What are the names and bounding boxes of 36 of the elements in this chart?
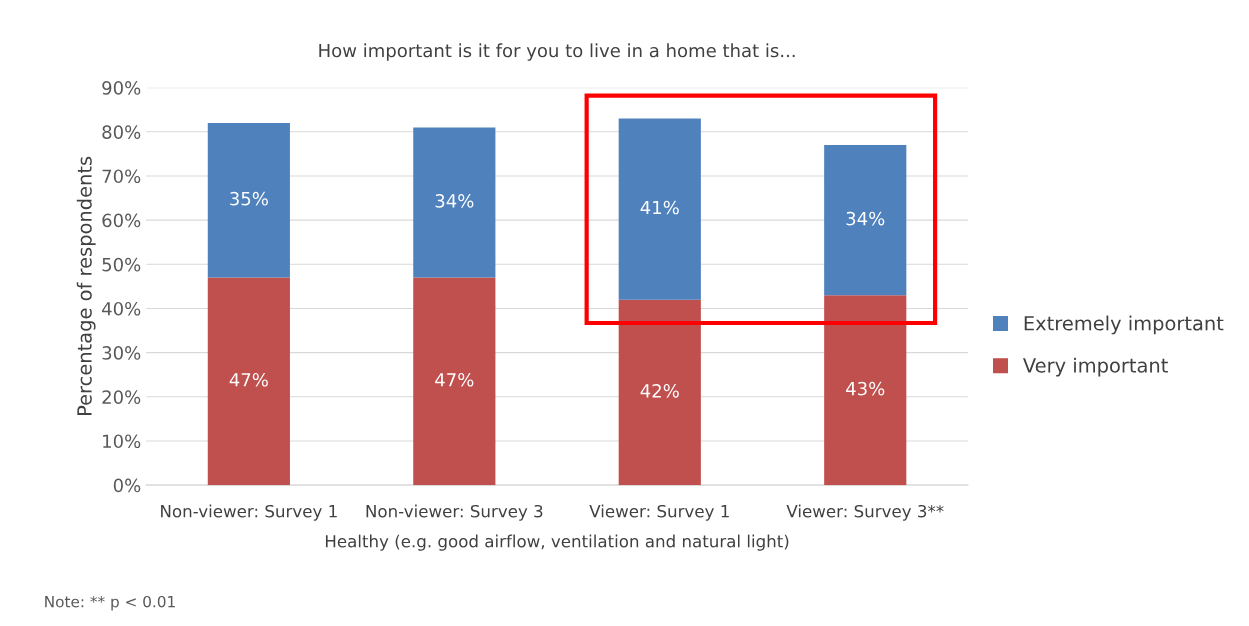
bar [207,122,290,278]
data-label: 47% [229,372,268,387]
y-tick-label: 60% [102,213,141,228]
bar [207,277,290,486]
bar [413,277,496,486]
y-axis-title: Percentage of respondents [76,156,96,416]
bar [413,127,496,278]
x-tick-label: Viewer: Survey 3** [786,504,944,521]
x-axis-title: Healthy (e.g. good airflow, ventilation and natural light) [325,534,789,551]
bar [824,145,907,296]
bar [824,295,907,486]
data-label: 47% [435,372,474,387]
data-label: 35% [230,191,268,206]
chart-title: How important is it for you to live in a home that is... [319,43,795,61]
y-tick-label: 20% [102,390,141,404]
y-tick-label: 30% [102,346,141,360]
text: Note: ** p < 0.01 [45,595,175,611]
data-label: 34% [846,211,885,226]
legend-label: Very important [1023,357,1168,377]
legend-label: Extremely important [1024,315,1224,335]
x-tick-label: Non-viewer: Survey 1 [161,504,337,521]
y-tick-label: 90% [102,81,141,95]
y-tick-label: 0% [113,478,141,493]
x-tick-label: Viewer: Survey 1 [589,504,729,521]
data-label: 43% [846,381,885,396]
data-label: 42% [640,383,679,398]
y-tick-label: 10% [103,434,141,449]
y-tick-label: 40% [102,301,141,316]
data-label: 41% [640,200,679,215]
y-tick-label: 50% [102,257,141,272]
x-tick-label: Non-viewer: Survey 3 [366,504,543,521]
data-label: 34% [435,194,474,208]
bar [618,299,701,486]
y-tick-label: 80% [102,125,141,139]
bar [618,118,701,300]
y-tick-label: 70% [102,169,141,184]
